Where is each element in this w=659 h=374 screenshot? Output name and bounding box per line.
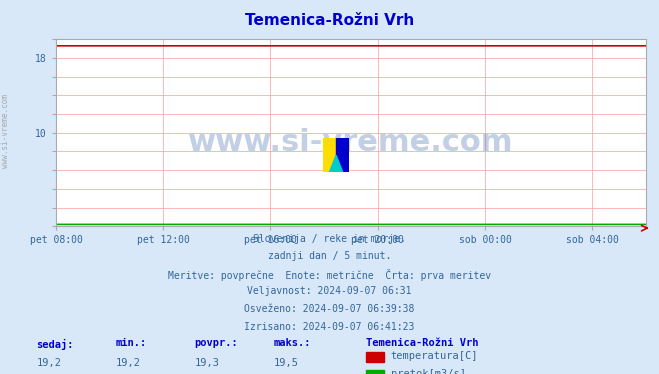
Text: Veljavnost: 2024-09-07 06:31: Veljavnost: 2024-09-07 06:31: [247, 286, 412, 297]
Text: 19,3: 19,3: [194, 358, 219, 368]
Polygon shape: [323, 138, 336, 172]
Text: Temenica-Rožni Vrh: Temenica-Rožni Vrh: [245, 13, 414, 28]
Text: zadnji dan / 5 minut.: zadnji dan / 5 minut.: [268, 251, 391, 261]
Text: 19,5: 19,5: [273, 358, 299, 368]
Text: Slovenija / reke in morje.: Slovenija / reke in morje.: [253, 234, 406, 244]
Text: Temenica-Rožni Vrh: Temenica-Rožni Vrh: [366, 338, 478, 349]
Polygon shape: [330, 155, 343, 172]
Text: sedaj:: sedaj:: [36, 338, 74, 349]
Text: maks.:: maks.:: [273, 338, 311, 349]
Text: 19,2: 19,2: [115, 358, 140, 368]
Polygon shape: [336, 138, 349, 172]
Text: Osveženo: 2024-09-07 06:39:38: Osveženo: 2024-09-07 06:39:38: [244, 304, 415, 314]
Text: temperatura[C]: temperatura[C]: [391, 351, 478, 361]
Text: www.si-vreme.com: www.si-vreme.com: [188, 128, 513, 157]
Text: 19,2: 19,2: [36, 358, 61, 368]
Text: www.si-vreme.com: www.si-vreme.com: [1, 94, 10, 168]
Text: pretok[m3/s]: pretok[m3/s]: [391, 369, 466, 374]
Text: Izrisano: 2024-09-07 06:41:23: Izrisano: 2024-09-07 06:41:23: [244, 322, 415, 332]
Text: min.:: min.:: [115, 338, 146, 349]
Text: povpr.:: povpr.:: [194, 338, 238, 349]
Text: Meritve: povprečne  Enote: metrične  Črta: prva meritev: Meritve: povprečne Enote: metrične Črta:…: [168, 269, 491, 281]
